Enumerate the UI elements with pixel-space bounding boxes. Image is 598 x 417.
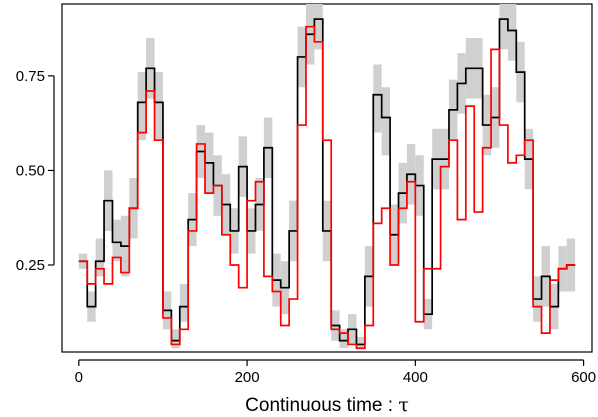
band-segment [154, 72, 163, 141]
confidence-band [78, 4, 576, 349]
series-lines [78, 18, 576, 350]
x-axis-title-symbol: τ [398, 394, 409, 416]
y-tick-label: 0.25 [16, 257, 45, 274]
band-segment [339, 329, 349, 349]
band-segment [314, 4, 323, 50]
x-axis-title-text: Continuous time : [245, 395, 398, 416]
y-tick-label: 0.50 [16, 162, 45, 179]
x-tick-label: 600 [571, 369, 596, 386]
band-segment [171, 329, 180, 349]
axes: 0 200 400 600 0.25 0.50 0.75 [16, 68, 596, 386]
band-segment [373, 64, 382, 133]
plot-frame [61, 3, 593, 353]
series-line-estimate [78, 18, 576, 346]
band-segment [95, 238, 105, 277]
band-segment [507, 4, 517, 61]
band-segment [381, 87, 391, 156]
x-tick-label: 0 [75, 369, 83, 386]
band-segment [179, 283, 189, 322]
series-line-truth [78, 25, 576, 350]
x-axis-title: Continuous time : τ [245, 394, 409, 416]
band-segment [356, 336, 365, 349]
x-tick-label: 400 [403, 369, 428, 386]
band-segment [112, 219, 121, 262]
band-segment [137, 72, 147, 141]
y-tick-label: 0.75 [16, 68, 45, 85]
x-tick-label: 200 [235, 369, 260, 386]
band-segment [499, 4, 508, 50]
